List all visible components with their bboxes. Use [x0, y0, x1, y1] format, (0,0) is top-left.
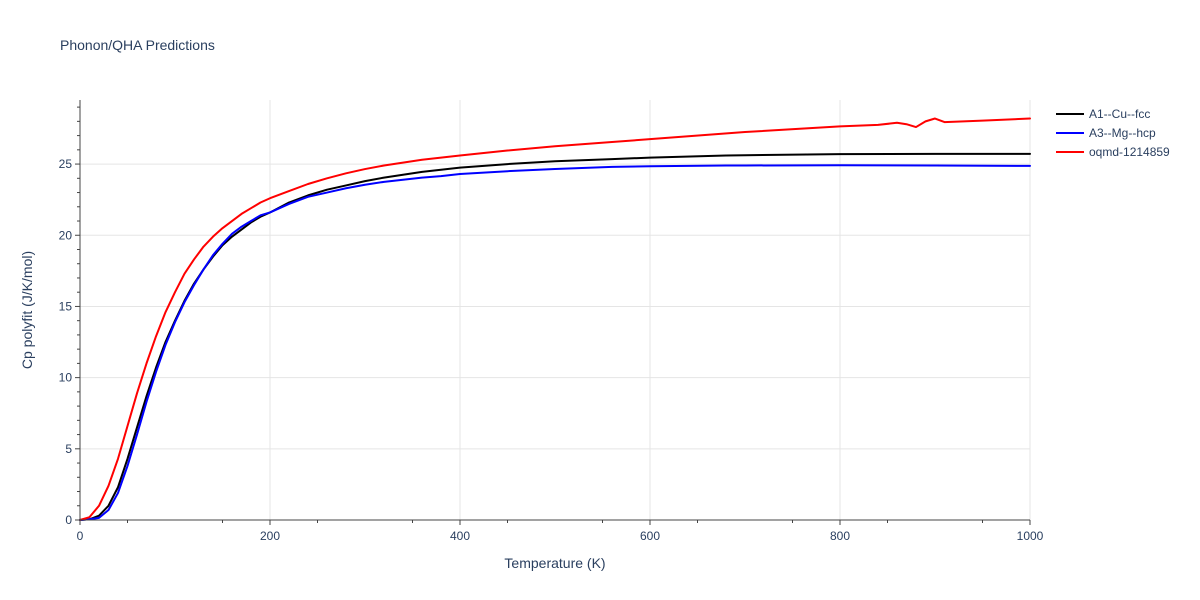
- x-tick-label: 800: [830, 529, 850, 543]
- y-tick-label: 15: [59, 299, 73, 313]
- y-tick-label: 25: [59, 157, 73, 171]
- legend[interactable]: A1--Cu--fcc A3--Mg--hcp oqmd-1214859: [1056, 107, 1170, 159]
- y-tick-label: 0: [65, 513, 72, 527]
- x-tick-label: 0: [77, 529, 84, 543]
- series-line-1[interactable]: [79, 152, 1031, 521]
- y-tick-label: 5: [65, 442, 72, 456]
- axis-layer: 0 200 400 600 800 1000 0 5 10 15 20 25: [59, 100, 1044, 543]
- legend-label: oqmd-1214859: [1089, 145, 1170, 159]
- y-tick-label: 10: [59, 371, 73, 385]
- series-line-3[interactable]: [79, 117, 1031, 521]
- y-tick-label: 20: [59, 228, 73, 242]
- x-tick-label: 1000: [1017, 529, 1044, 543]
- x-axis-title: Temperature (K): [504, 555, 605, 571]
- grid-layer: [80, 100, 1031, 520]
- legend-item-2[interactable]: A3--Mg--hcp: [1056, 126, 1156, 140]
- legend-label: A1--Cu--fcc: [1089, 107, 1150, 121]
- series-line-2[interactable]: [79, 164, 1031, 521]
- series-layer: [79, 117, 1031, 521]
- x-tick-label: 200: [260, 529, 280, 543]
- x-tick-label: 400: [450, 529, 470, 543]
- legend-item-3[interactable]: oqmd-1214859: [1056, 145, 1170, 159]
- x-tick-label: 600: [640, 529, 660, 543]
- y-axis-title: Cp polyfit (J/K/mol): [19, 251, 35, 369]
- legend-item-1[interactable]: A1--Cu--fcc: [1056, 107, 1150, 121]
- legend-label: A3--Mg--hcp: [1089, 126, 1156, 140]
- chart-title: Phonon/QHA Predictions: [60, 37, 215, 53]
